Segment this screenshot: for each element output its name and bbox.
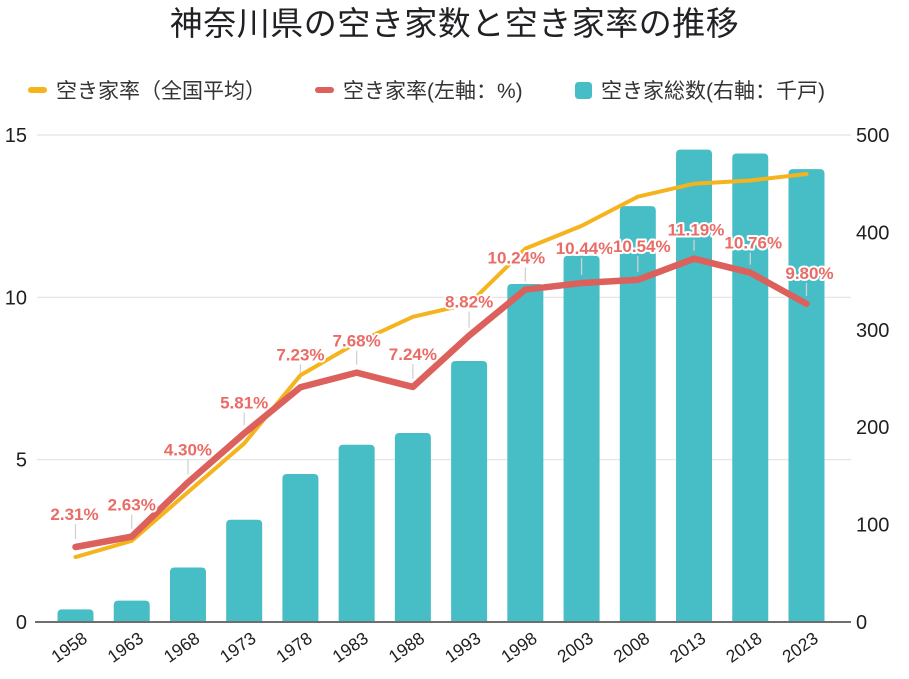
data-label-1973: 5.81% xyxy=(220,393,268,412)
x-axis-label-1993: 1993 xyxy=(441,628,484,667)
data-label-2008: 10.54% xyxy=(613,237,671,256)
data-label-1983: 7.68% xyxy=(333,332,381,351)
legend-label-kanagawa-rate: 空き家率(左軸：%) xyxy=(343,80,523,103)
bar-2018 xyxy=(732,153,769,623)
x-axis-label-2013: 2013 xyxy=(666,628,709,667)
national-average-line xyxy=(73,171,809,560)
right-axis-tick-label: 100 xyxy=(856,515,889,537)
kanagawa-rate-line xyxy=(72,255,810,551)
data-label-2023: 9.80% xyxy=(785,264,833,283)
left-axis-tick-label: 5 xyxy=(16,450,27,472)
right-axis-tick-label: 400 xyxy=(856,222,889,244)
x-axis-label-1998: 1998 xyxy=(497,628,540,667)
data-label-1958: 2.31% xyxy=(50,505,98,524)
right-axis-tick-label: 500 xyxy=(856,125,889,147)
right-axis-tick-label: 200 xyxy=(856,417,889,439)
bar-2013 xyxy=(676,149,713,623)
data-label-1998: 10.24% xyxy=(488,249,546,268)
legend-item-kanagawa-rate: 空き家率(左軸：%) xyxy=(315,76,523,104)
x-axis-label-1963: 1963 xyxy=(104,628,147,667)
national-average-line-swatch-icon xyxy=(28,87,47,93)
data-label-1988: 7.24% xyxy=(389,345,437,364)
x-axis-label-2018: 2018 xyxy=(722,628,765,667)
kanagawa-rate-line-swatch-icon xyxy=(315,87,334,93)
x-axis-label-1983: 1983 xyxy=(329,628,372,667)
bar-1998 xyxy=(507,284,544,622)
legend-label-national-average: 空き家率（全国平均） xyxy=(56,80,266,103)
x-axis-label-2023: 2023 xyxy=(778,628,821,667)
bar-1988 xyxy=(394,433,431,622)
data-label-1978: 7.23% xyxy=(276,345,324,364)
data-label-2003: 10.44% xyxy=(556,239,614,258)
bar-1963 xyxy=(113,600,150,622)
bar-1983 xyxy=(338,444,375,622)
bar-1958 xyxy=(57,609,94,622)
x-axis-label-2008: 2008 xyxy=(610,628,653,667)
bar-1993 xyxy=(451,360,488,622)
right-axis-tick-label: 0 xyxy=(856,612,867,634)
x-axis-label-1978: 1978 xyxy=(272,628,315,667)
bar-2008 xyxy=(619,206,656,623)
left-axis-tick-label: 0 xyxy=(16,612,27,634)
data-label-2018: 10.76% xyxy=(724,234,782,253)
x-axis-label-1968: 1968 xyxy=(160,628,203,667)
data-label-1963: 2.63% xyxy=(108,496,156,515)
x-axis-label-1973: 1973 xyxy=(216,628,259,667)
bar-2023 xyxy=(788,169,825,622)
vacant-total-bar-swatch-icon xyxy=(575,81,592,99)
bar-1968 xyxy=(169,567,206,622)
data-label-2013: 11.19% xyxy=(668,221,725,240)
x-axis-label-1988: 1988 xyxy=(385,628,428,667)
data-label-1968: 4.30% xyxy=(164,440,212,459)
legend-label-vacant-total: 空き家総数(右軸：千戸) xyxy=(601,80,825,103)
chart-title: 神奈川県の空き家数と空き家率の推移 xyxy=(169,5,740,42)
chart-legend: 空き家率（全国平均） 空き家率(左軸：%) 空き家総数(右軸：千戸) xyxy=(0,76,909,104)
legend-item-vacant-total: 空き家総数(右軸：千戸) xyxy=(575,76,825,104)
left-axis-tick-label: 10 xyxy=(5,287,27,309)
bar-1978 xyxy=(282,473,319,622)
bar-1973 xyxy=(226,519,263,622)
left-axis-tick-label: 15 xyxy=(5,125,27,147)
bar-2003 xyxy=(563,255,600,622)
right-axis-tick-label: 300 xyxy=(856,320,889,342)
x-axis-label-2003: 2003 xyxy=(553,628,596,667)
x-axis-label-1958: 1958 xyxy=(47,628,90,667)
data-label-1993: 8.82% xyxy=(445,293,493,312)
legend-item-national-average: 空き家率（全国平均） xyxy=(28,76,266,104)
